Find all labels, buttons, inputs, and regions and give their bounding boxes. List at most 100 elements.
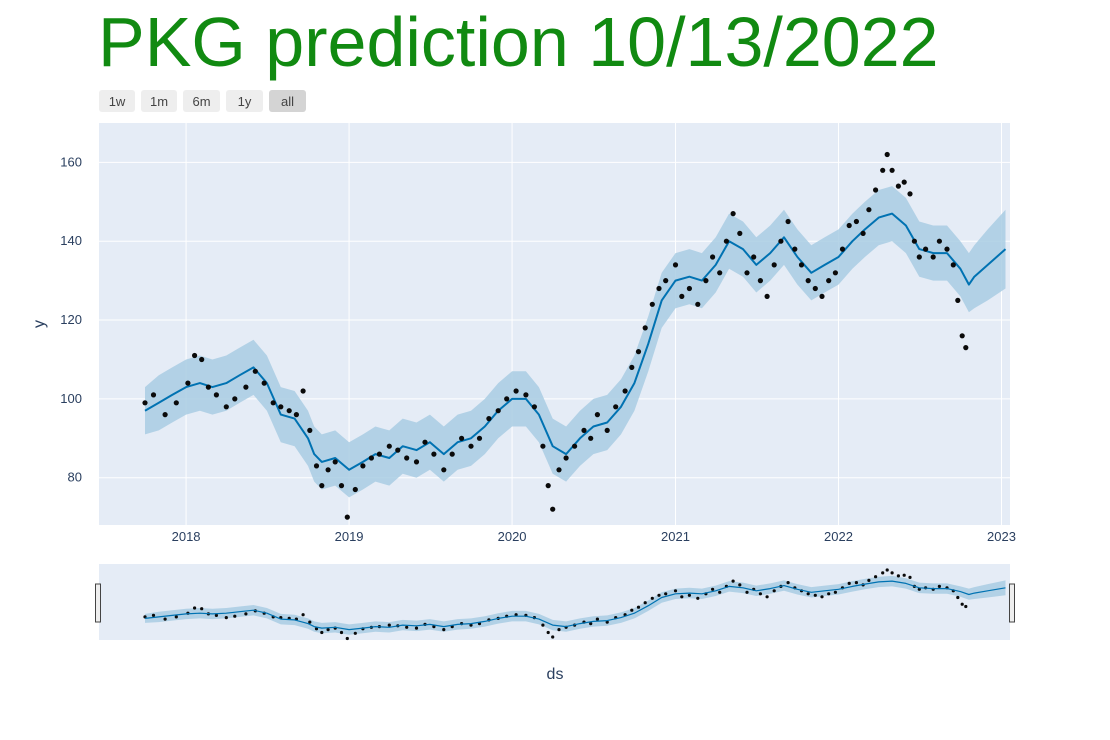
range-slider-handle-right[interactable] — [1009, 583, 1015, 623]
range-slider-point — [765, 595, 769, 599]
actual-point — [805, 278, 811, 284]
range-slider-point — [896, 574, 901, 578]
range-slider-point — [301, 613, 305, 617]
actual-point — [880, 167, 886, 173]
actual-point — [261, 380, 267, 386]
range-slider-point — [960, 602, 964, 606]
actual-point — [679, 293, 685, 299]
uncertainty-band — [145, 186, 1006, 498]
x-tick-label: 2019 — [335, 529, 364, 544]
range-slider-point — [664, 592, 668, 596]
range-slider-point — [806, 592, 810, 596]
actual-point — [556, 467, 562, 473]
range-slider-point — [163, 617, 167, 621]
actual-point — [629, 364, 635, 370]
actual-point — [604, 427, 610, 433]
actual-point — [504, 396, 510, 402]
actual-point — [866, 207, 872, 213]
range-slider-point — [174, 615, 178, 619]
y-tick-label: 140 — [60, 233, 82, 248]
actual-point — [468, 443, 474, 449]
actual-point — [710, 254, 716, 260]
x-axis-title: ds — [547, 666, 564, 683]
actual-point — [540, 443, 546, 449]
actual-point — [860, 230, 866, 236]
x-tick-label: 2022 — [824, 529, 853, 544]
actual-point — [936, 238, 943, 244]
actual-point — [686, 285, 693, 292]
actual-point — [523, 392, 529, 398]
range-button-6m[interactable]: 6m — [183, 90, 220, 112]
actual-point — [185, 380, 191, 386]
range-button-all[interactable]: all — [269, 90, 306, 112]
range-slider-point — [956, 595, 960, 600]
actual-point — [278, 404, 284, 410]
range-slider-point — [387, 623, 391, 627]
range-slider-point — [833, 590, 838, 594]
range-slider-handle-left[interactable] — [95, 583, 101, 623]
y-tick-label: 160 — [60, 154, 82, 169]
actual-point — [344, 514, 350, 520]
actual-point — [495, 408, 501, 414]
actual-point — [205, 384, 211, 390]
range-slider-point — [881, 571, 885, 575]
actual-point — [663, 278, 669, 284]
actual-point — [778, 238, 784, 244]
actual-point — [717, 270, 723, 276]
actual-point — [459, 435, 465, 441]
page-title: PKG prediction 10/13/2022 — [98, 3, 939, 81]
range-slider-point — [557, 628, 561, 632]
actual-point — [441, 467, 447, 473]
actual-point — [243, 384, 249, 390]
actual-point — [199, 356, 205, 363]
range-slider-point — [874, 575, 878, 579]
actual-point — [703, 278, 709, 284]
range-slider[interactable] — [95, 564, 1015, 641]
range-button-1w[interactable]: 1w — [99, 90, 135, 112]
range-slider-point — [813, 593, 817, 597]
actual-point — [449, 451, 455, 457]
actual-point — [142, 400, 148, 406]
range-slider-band-area — [145, 575, 1006, 635]
actual-point — [846, 222, 852, 229]
actual-point — [588, 435, 594, 441]
range-slider-point — [908, 575, 912, 580]
actual-point — [873, 187, 879, 193]
actual-point — [307, 427, 313, 433]
range-slider-point — [650, 596, 654, 600]
actual-point — [386, 443, 392, 449]
range-slider-point — [745, 590, 749, 594]
range-slider-point — [673, 589, 678, 593]
range-slider-point — [786, 581, 790, 585]
actual-point — [798, 262, 805, 268]
actual-point — [270, 400, 276, 406]
range-slider-point — [937, 584, 942, 589]
actual-point — [404, 455, 410, 461]
range-button-1m[interactable]: 1m — [141, 90, 177, 112]
actual-point — [751, 254, 757, 260]
range-slider-point — [143, 615, 147, 619]
range-button-1y[interactable]: 1y — [226, 90, 263, 112]
actual-point — [930, 254, 936, 260]
actual-point — [832, 270, 839, 276]
actual-series — [142, 151, 969, 520]
actual-point — [352, 486, 358, 493]
range-slider-point — [308, 620, 312, 624]
range-slider-point — [885, 568, 889, 572]
range-slider-point — [738, 583, 742, 587]
actual-point — [950, 262, 956, 268]
y-axis-title: y — [31, 320, 48, 328]
actual-point — [839, 246, 846, 252]
actual-point — [376, 451, 382, 457]
actual-point — [300, 388, 306, 394]
actual-point — [293, 412, 299, 418]
range-slider-point — [595, 617, 600, 621]
actual-point — [223, 404, 229, 410]
actual-point — [581, 427, 587, 433]
range-slider-point — [200, 607, 204, 611]
range-slider-point — [151, 613, 156, 618]
actual-point — [901, 179, 907, 185]
actual-point — [672, 262, 679, 268]
actual-point — [649, 301, 655, 307]
actual-point — [550, 506, 556, 512]
